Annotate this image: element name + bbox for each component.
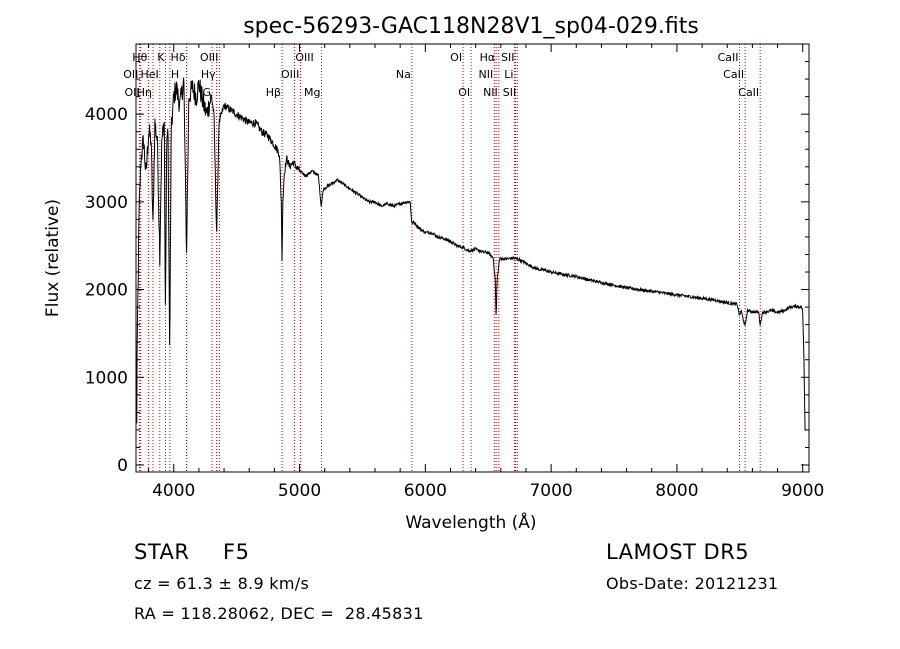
y-tick-label: 3000 — [85, 193, 128, 213]
object-class: STAR — [134, 540, 190, 564]
line-label: Hδ — [171, 51, 186, 64]
x-tick-label: 9000 — [781, 481, 824, 501]
line-label: OIII — [295, 51, 313, 64]
line-label: Mg — [304, 86, 320, 99]
y-tick-label: 2000 — [85, 281, 128, 301]
y-axis: 0 1000 2000 3000 4000 — [85, 61, 809, 476]
line-label: Hα — [480, 51, 496, 64]
spectrum-group — [135, 77, 806, 431]
line-label: OI — [450, 51, 462, 64]
line-label: Na — [396, 68, 411, 81]
line-label: OII — [123, 68, 138, 81]
line-label: NII — [479, 68, 494, 81]
x-axis-label: Wavelength (Å) — [405, 511, 536, 533]
y-tick-label: 4000 — [85, 105, 128, 125]
line-label: G — [202, 86, 211, 99]
line-label: Hγ — [201, 68, 216, 81]
line-label: SII — [501, 51, 514, 64]
object-subclass: F5 — [223, 540, 250, 564]
line-label: H — [171, 68, 179, 81]
line-label: SII — [503, 86, 516, 99]
x-tick-label: 7000 — [529, 481, 572, 501]
observation-date: Obs-Date: 20121231 — [606, 574, 779, 593]
line-label: HeI — [140, 68, 158, 81]
spectrum-series — [135, 77, 806, 431]
x-axis: 4000 5000 6000 7000 8000 9000 — [148, 44, 824, 501]
y-tick-label: 1000 — [85, 368, 128, 388]
line-label: Hβ — [266, 86, 281, 99]
x-tick-label: 4000 — [152, 481, 195, 501]
line-label: NII — [483, 86, 498, 99]
chart-title: spec-56293-GAC118N28V1_sp04-029.fits — [243, 14, 699, 39]
line-markers-group — [138, 44, 761, 472]
y-axis-label: Flux (relative) — [43, 199, 63, 317]
line-label: Hη — [137, 86, 152, 99]
line-label: OI — [458, 86, 470, 99]
redshift-velocity: cz = 61.3 ± 8.9 km/s — [134, 574, 310, 593]
x-tick-label: 5000 — [278, 481, 321, 501]
survey-label: LAMOST DR5 — [606, 540, 750, 564]
x-tick-label: 6000 — [404, 481, 447, 501]
line-label: Li — [504, 68, 513, 81]
line-label: K — [157, 51, 165, 64]
line-label: OIII — [200, 51, 218, 64]
line-label: Hθ — [132, 51, 147, 64]
line-label: CaII — [718, 51, 739, 64]
plot-frame — [135, 43, 810, 473]
line-label: CaII — [723, 68, 744, 81]
coordinates: RA = 118.28062, DEC = 28.45831 — [134, 604, 424, 623]
y-tick-label: 0 — [117, 456, 128, 476]
x-tick-label: 8000 — [655, 481, 698, 501]
line-label: CaII — [738, 86, 759, 99]
line-label: OIII — [281, 68, 299, 81]
